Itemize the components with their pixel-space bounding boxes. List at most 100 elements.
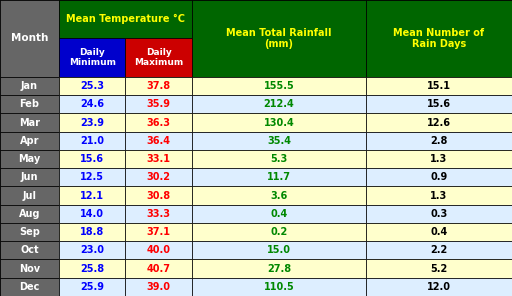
Text: 3.6: 3.6 — [270, 191, 288, 201]
Bar — [0, 95, 59, 113]
Text: 110.5: 110.5 — [264, 282, 294, 292]
Text: 23.0: 23.0 — [80, 245, 104, 255]
Bar — [59, 241, 125, 260]
Text: 21.0: 21.0 — [80, 136, 104, 146]
Bar — [0, 113, 59, 132]
Text: May: May — [18, 154, 40, 164]
Text: 155.5: 155.5 — [264, 81, 294, 91]
Bar — [59, 77, 125, 95]
Bar — [366, 113, 512, 132]
Bar — [59, 132, 125, 150]
Bar — [366, 168, 512, 186]
Text: Apr: Apr — [19, 136, 39, 146]
Bar — [125, 223, 192, 241]
Bar — [59, 38, 125, 77]
Bar — [59, 260, 125, 278]
Text: Mean Temperature °C: Mean Temperature °C — [66, 14, 185, 24]
Bar — [125, 77, 192, 95]
Text: Oct: Oct — [20, 245, 39, 255]
Bar — [125, 168, 192, 186]
Text: 35.4: 35.4 — [267, 136, 291, 146]
Text: 30.2: 30.2 — [147, 172, 170, 182]
Text: 40.0: 40.0 — [147, 245, 170, 255]
Text: 25.8: 25.8 — [80, 264, 104, 274]
Bar — [59, 113, 125, 132]
Bar — [0, 168, 59, 186]
Text: 2.8: 2.8 — [431, 136, 447, 146]
Text: 2.2: 2.2 — [431, 245, 447, 255]
Bar — [192, 113, 366, 132]
Bar — [0, 186, 59, 205]
Text: 14.0: 14.0 — [80, 209, 104, 219]
Text: 37.8: 37.8 — [146, 81, 171, 91]
Text: 15.6: 15.6 — [427, 99, 451, 109]
Bar — [125, 278, 192, 296]
Bar — [366, 223, 512, 241]
Text: Daily
Maximum: Daily Maximum — [134, 48, 183, 67]
Bar — [125, 113, 192, 132]
Bar — [366, 77, 512, 95]
Text: 18.8: 18.8 — [80, 227, 104, 237]
Text: Mean Number of
Rain Days: Mean Number of Rain Days — [394, 28, 484, 49]
Text: 0.4: 0.4 — [270, 209, 288, 219]
Text: Month: Month — [11, 33, 48, 44]
Text: 39.0: 39.0 — [147, 282, 170, 292]
Text: Sep: Sep — [19, 227, 40, 237]
Bar — [366, 186, 512, 205]
Bar — [192, 186, 366, 205]
Text: 0.3: 0.3 — [431, 209, 447, 219]
Bar — [0, 241, 59, 260]
Text: 12.5: 12.5 — [80, 172, 104, 182]
Text: 12.1: 12.1 — [80, 191, 104, 201]
Bar — [125, 260, 192, 278]
Bar — [0, 205, 59, 223]
Text: 5.2: 5.2 — [431, 264, 447, 274]
Bar — [192, 132, 366, 150]
Text: 5.3: 5.3 — [270, 154, 288, 164]
Bar — [0, 77, 59, 95]
Text: Nov: Nov — [19, 264, 40, 274]
Bar — [366, 278, 512, 296]
Bar — [125, 150, 192, 168]
Bar — [192, 150, 366, 168]
Bar — [366, 241, 512, 260]
Text: 33.3: 33.3 — [147, 209, 170, 219]
Text: 11.7: 11.7 — [267, 172, 291, 182]
Text: 25.3: 25.3 — [80, 81, 104, 91]
Text: 1.3: 1.3 — [431, 191, 447, 201]
Text: Mar: Mar — [19, 118, 40, 128]
Bar — [0, 278, 59, 296]
Bar — [0, 223, 59, 241]
Bar — [59, 205, 125, 223]
Bar — [192, 241, 366, 260]
Bar — [0, 260, 59, 278]
Text: Jul: Jul — [23, 191, 36, 201]
Text: Feb: Feb — [19, 99, 39, 109]
Text: 36.4: 36.4 — [147, 136, 170, 146]
Bar — [192, 95, 366, 113]
Text: 0.4: 0.4 — [431, 227, 447, 237]
Text: 37.1: 37.1 — [147, 227, 170, 237]
Bar — [366, 95, 512, 113]
Text: Jun: Jun — [20, 172, 38, 182]
Bar — [192, 223, 366, 241]
Text: 12.0: 12.0 — [427, 282, 451, 292]
Bar — [125, 241, 192, 260]
Bar — [366, 0, 512, 77]
Text: 30.8: 30.8 — [146, 191, 171, 201]
Text: 0.9: 0.9 — [431, 172, 447, 182]
Bar — [125, 95, 192, 113]
Bar — [125, 132, 192, 150]
Bar — [125, 38, 192, 77]
Text: Mean Total Rainfall
(mm): Mean Total Rainfall (mm) — [226, 28, 332, 49]
Bar — [192, 278, 366, 296]
Text: Jan: Jan — [21, 81, 38, 91]
Text: 212.4: 212.4 — [264, 99, 294, 109]
Bar — [366, 132, 512, 150]
Bar — [59, 186, 125, 205]
Text: 36.3: 36.3 — [147, 118, 170, 128]
Text: 130.4: 130.4 — [264, 118, 294, 128]
Text: 15.6: 15.6 — [80, 154, 104, 164]
Bar — [125, 186, 192, 205]
Text: Daily
Minimum: Daily Minimum — [69, 48, 116, 67]
